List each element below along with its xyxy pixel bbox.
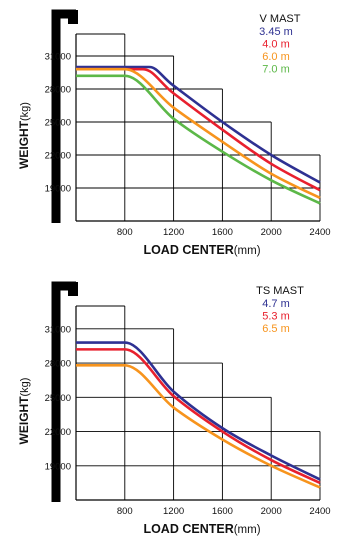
series-line-1	[76, 65, 321, 184]
x-tick-label: 1600	[212, 506, 233, 517]
x-tick-label: 1200	[163, 506, 184, 517]
x-tick-label: 2400	[309, 506, 330, 517]
series-line-4	[76, 74, 321, 205]
legend-title: V MAST	[260, 13, 301, 25]
x-tick-label: 1200	[163, 227, 184, 238]
y-tick-label: 25000	[45, 393, 71, 404]
y-tick-label: 25000	[45, 118, 71, 129]
legend-entry: 6.5 m	[262, 323, 290, 335]
legend-entry: 7.0 m	[262, 64, 290, 76]
legend-entry: 4.0 m	[262, 39, 290, 51]
frame-corner-notch	[68, 282, 78, 296]
y-tick-label: 22000	[45, 151, 71, 162]
x-axis-label: LOAD CENTER(mm)	[143, 243, 260, 257]
y-axis-label: WEIGHT(kg)	[17, 102, 31, 169]
series-line-1	[76, 341, 321, 481]
y-tick-label: 19000	[45, 184, 71, 195]
chart-2: 19000 22000 25000 28000 31000 800 1200 1600 2000…	[17, 281, 331, 536]
legend-title: TS MAST	[256, 285, 304, 297]
frame-corner-notch	[68, 10, 78, 24]
x-tick-label: 800	[117, 506, 133, 517]
x-tick-label: 2000	[261, 506, 282, 517]
y-tick-label: 31000	[45, 52, 71, 63]
x-axis-label: LOAD CENTER(mm)	[143, 522, 260, 536]
series-line-3	[76, 364, 321, 489]
series-line-3	[76, 67, 321, 200]
y-axis-label: WEIGHT(kg)	[17, 378, 31, 445]
legend-entry: 5.3 m	[262, 311, 290, 323]
legend-entry: 3.45 m	[259, 26, 293, 38]
y-tick-label: 28000	[45, 85, 71, 96]
y-tick-label: 28000	[45, 359, 71, 370]
series-line-2	[76, 348, 321, 485]
chart-1: 19000 22000 25000 28000 31000 800 1200 1600 2000…	[17, 9, 331, 257]
y-tick-label: 22000	[45, 427, 71, 438]
x-tick-label: 2000	[261, 227, 282, 238]
legend-entry: 4.7 m	[262, 298, 290, 310]
y-tick-label: 31000	[45, 324, 71, 335]
y-tick-label: 19000	[45, 461, 71, 472]
x-tick-label: 2400	[309, 227, 330, 238]
x-tick-label: 800	[117, 227, 133, 238]
x-tick-label: 1600	[212, 227, 233, 238]
legend-entry: 6.0 m	[262, 51, 290, 63]
series-line-2	[76, 67, 321, 192]
